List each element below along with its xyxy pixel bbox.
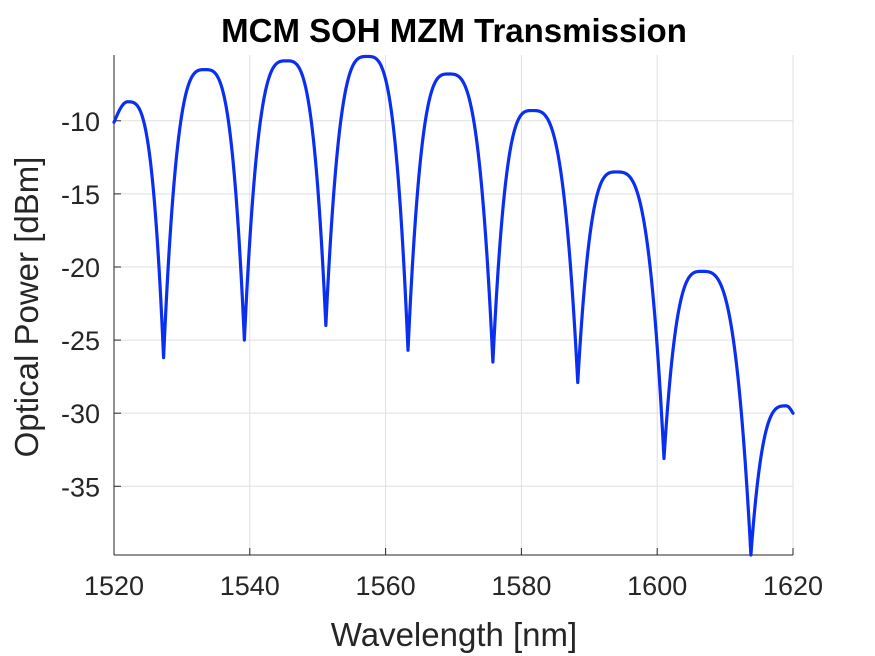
axes (113, 55, 794, 556)
y-tick-label: -30 (61, 399, 100, 429)
x-tick-label: 1600 (627, 571, 687, 601)
y-tick-label: -20 (61, 253, 100, 283)
series (112, 54, 795, 557)
y-tick-label: -15 (61, 180, 100, 210)
x-tick-label: 1580 (491, 571, 551, 601)
x-tick-label: 1540 (220, 571, 280, 601)
tick-labels: 1520 1540 1560 1580 1600 1620 -35 -30 -25 -20 -15 -… (61, 107, 823, 601)
chart-title: MCM SOH MZM Transmission (221, 12, 687, 49)
x-tick-label: 1560 (356, 571, 416, 601)
series-line (112, 54, 795, 557)
x-tick-label: 1520 (84, 571, 144, 601)
y-tick-label: -25 (61, 326, 100, 356)
x-axis-label: Wavelength [nm] (331, 616, 577, 653)
x-tick-label: 1620 (763, 571, 823, 601)
y-tick-label: -35 (61, 472, 100, 502)
y-axis-label: Optical Power [dBm] (8, 157, 45, 458)
y-tick-label: -10 (61, 107, 100, 137)
